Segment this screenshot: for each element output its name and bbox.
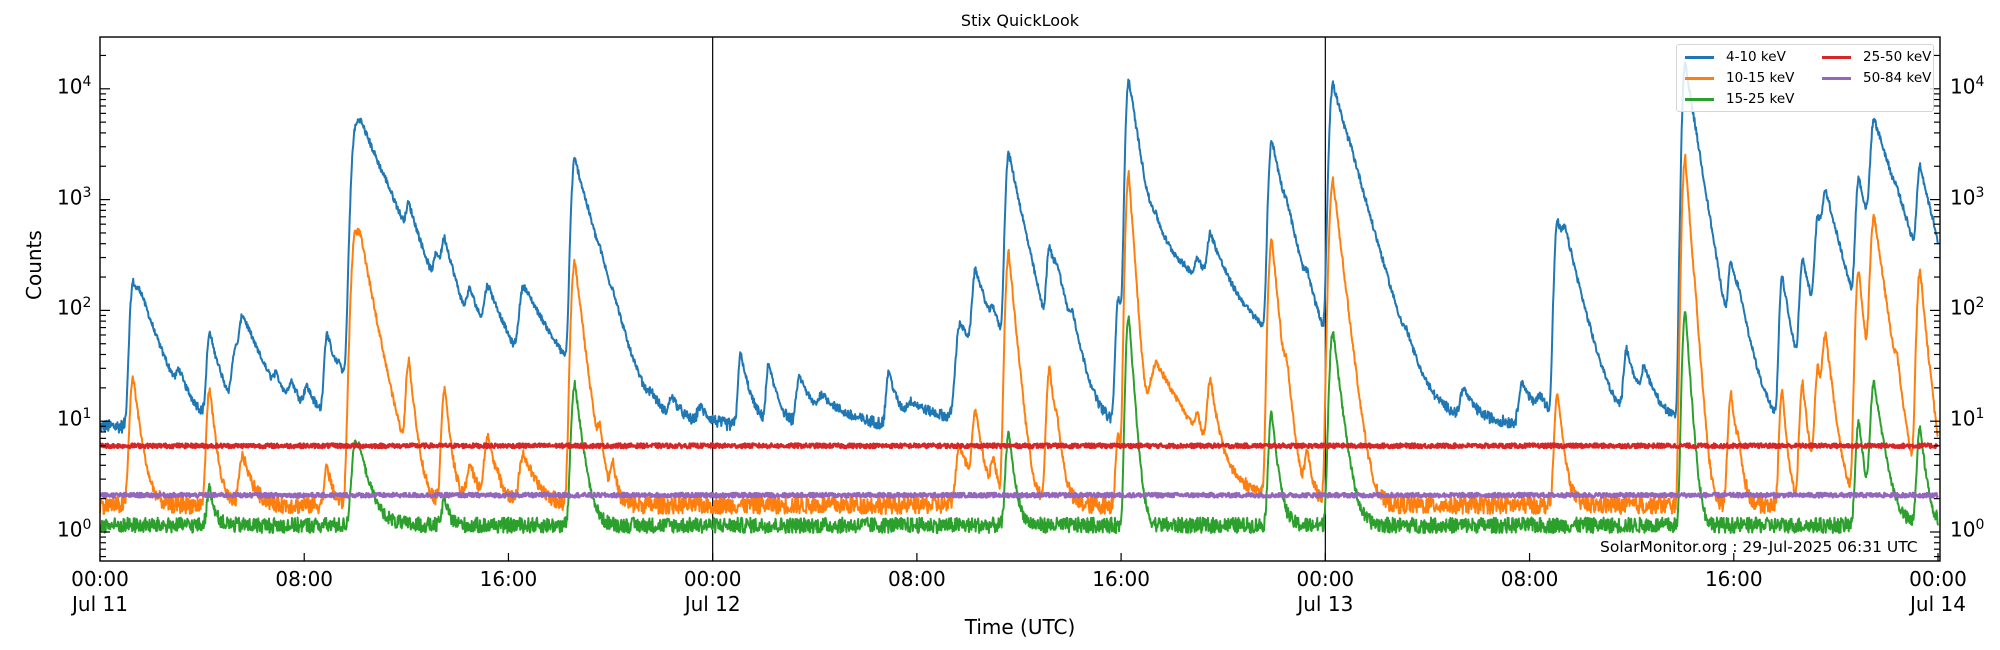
y-tick-label: 100 (57, 517, 92, 542)
y-tick-label: 100 (1950, 517, 1985, 542)
legend-item-4-10: 4-10 keV (1685, 49, 1786, 65)
series-25-50-kev (100, 442, 1939, 450)
x-axis-label: Time (UTC) (964, 615, 1076, 639)
legend-swatch-icon (1822, 76, 1851, 80)
x-tick-label: 08:00 (275, 567, 334, 591)
x-tick-label: 08:00 (1500, 567, 1559, 591)
legend-swatch-icon (1685, 76, 1714, 80)
x-tick-label: 00:00 Jul 14 (1909, 567, 1967, 616)
legend-swatch-icon (1822, 55, 1851, 59)
y-tick-label: 103 (1950, 184, 1985, 210)
x-tick-label: 08:00 (888, 567, 946, 591)
y-axis-label: Counts (22, 230, 46, 300)
y-tick-label: 102 (57, 295, 92, 321)
legend-swatch-icon (1685, 55, 1714, 59)
legend-item-25-50: 25-50 keV (1822, 49, 1931, 65)
y-tick-label: 104 (57, 73, 92, 99)
plot-frame (99, 36, 1941, 562)
x-tick-label: 16:00 (1704, 567, 1763, 591)
series-10-15-kev (100, 153, 1939, 515)
x-tick-label: 16:00 (1092, 567, 1150, 591)
x-tick-label: 00:00 Jul 13 (1296, 567, 1355, 616)
x-tick-label: 00:00 Jul 12 (683, 567, 742, 616)
series-15-25-kev (100, 311, 1939, 534)
legend-item-50-84: 50-84 keV (1822, 70, 1931, 86)
series-4-10-kev (100, 61, 1939, 434)
source-timestamp-annotation: SolarMonitor.org : 29-Jul-2025 06:31 UTC (1600, 538, 1918, 556)
y-tick-label: 104 (1950, 73, 1985, 99)
x-tick-label: 00:00 Jul 11 (71, 567, 129, 616)
series-lines (100, 61, 1939, 534)
day-boundary-lines (712, 37, 1326, 561)
series-50-84-kev (100, 491, 1939, 499)
legend: 4-10 keV 10-15 keV 15-25 keV 25-50 keV 5… (1676, 44, 1934, 112)
legend-swatch-icon (1685, 97, 1714, 101)
chart-title: Stix QuickLook (960, 11, 1080, 30)
y-tick-label: 103 (57, 184, 92, 210)
y-tick-label: 101 (1950, 406, 1985, 431)
legend-item-10-15: 10-15 keV (1685, 70, 1794, 86)
y-tick-label: 102 (1950, 295, 1985, 321)
legend-item-15-25: 15-25 keV (1685, 91, 1794, 107)
x-tick-label: 16:00 (479, 567, 538, 591)
y-tick-label: 101 (57, 406, 92, 431)
axis-ticks (99, 54, 1940, 561)
